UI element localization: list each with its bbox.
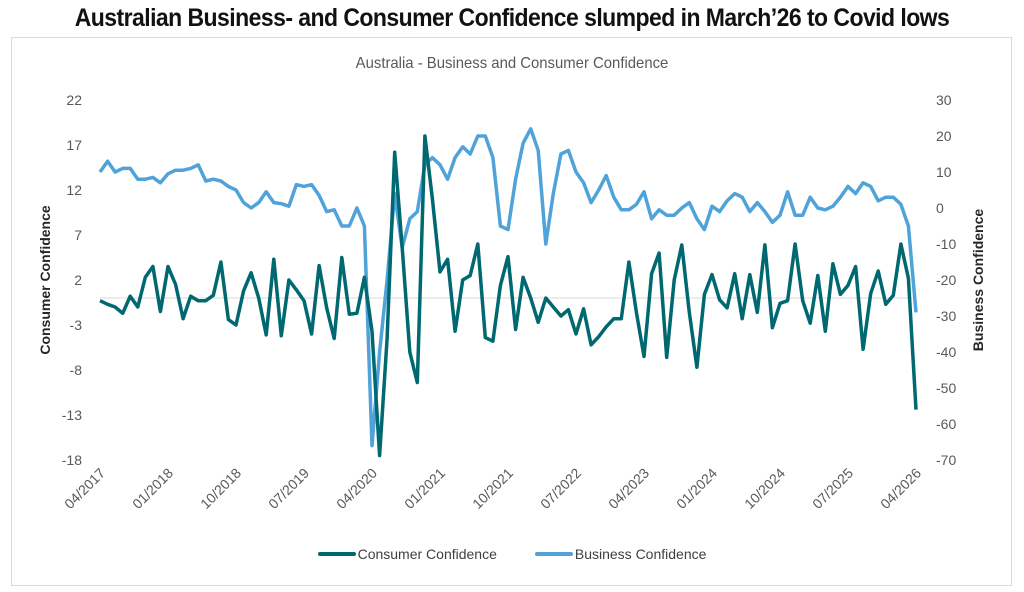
legend-item-business: Business Confidence bbox=[534, 546, 707, 562]
x-axis-tick-label: 01/2021 bbox=[401, 465, 448, 512]
right-axis-tick-label: 0 bbox=[936, 200, 944, 216]
right-axis-tick-label: -60 bbox=[936, 416, 956, 432]
left-axis-tick-label: 22 bbox=[66, 92, 82, 108]
left-axis-tick-label: 7 bbox=[74, 227, 82, 243]
headline: Australian Business- and Consumer Confid… bbox=[74, 4, 950, 32]
left-axis-tick-label: -18 bbox=[62, 452, 82, 468]
series-line-consumer-confidence bbox=[99, 134, 918, 458]
left-axis-tick-label: -8 bbox=[70, 362, 83, 378]
legend-swatch-consumer bbox=[317, 552, 356, 556]
x-axis-tick-label: 04/2023 bbox=[605, 465, 652, 512]
x-axis-tick-label: 07/2025 bbox=[809, 465, 856, 512]
right-axis-tick-label: 20 bbox=[936, 128, 952, 144]
x-axis-tick-label: 10/2024 bbox=[741, 465, 788, 512]
left-axis-tick-label: -3 bbox=[70, 317, 83, 333]
right-axis-ticks: 30 20 10 0 -10 -20 -30 -40 -50 -60 -70 bbox=[936, 92, 956, 468]
right-axis-tick-label: -20 bbox=[936, 272, 956, 288]
legend: Consumer Confidence Business Confidence bbox=[0, 546, 1024, 562]
legend-item-consumer: Consumer Confidence bbox=[317, 546, 497, 562]
x-axis-tick-label: 07/2022 bbox=[537, 465, 584, 512]
chart-title: Australia - Business and Consumer Confid… bbox=[355, 55, 669, 72]
legend-label-business: Business Confidence bbox=[574, 546, 707, 562]
legend-swatch-business bbox=[534, 552, 573, 556]
right-axis-tick-label: -70 bbox=[936, 452, 956, 468]
right-axis-tick-label: 30 bbox=[936, 92, 952, 108]
legend-label-consumer: Consumer Confidence bbox=[357, 546, 497, 562]
x-axis-tick-label: 04/2017 bbox=[61, 465, 108, 512]
x-axis-tick-label: 04/2020 bbox=[333, 465, 380, 512]
x-axis-ticks: 04/2017 01/2018 10/2018 07/2019 04/2020 01/20… bbox=[61, 465, 924, 512]
left-axis-ticks: 22 17 12 7 2 -3 -8 -13 -18 bbox=[62, 92, 82, 468]
x-axis-tick-label: 01/2018 bbox=[129, 465, 176, 512]
left-axis-title: Consumer Confidence bbox=[37, 205, 53, 355]
right-axis-tick-label: 10 bbox=[936, 164, 952, 180]
chart-frame bbox=[11, 37, 1012, 586]
left-axis-tick-label: 2 bbox=[74, 272, 82, 288]
right-axis-tick-label: -40 bbox=[936, 344, 956, 360]
left-axis-tick-label: 17 bbox=[66, 137, 82, 153]
x-axis-tick-label: 07/2019 bbox=[265, 465, 312, 512]
x-axis-tick-label: 04/2026 bbox=[877, 465, 924, 512]
series-line-business-confidence bbox=[98, 127, 918, 448]
right-axis-tick-label: -50 bbox=[936, 380, 956, 396]
right-axis-title: Business Confidence bbox=[970, 209, 986, 352]
left-axis-tick-label: 12 bbox=[66, 182, 82, 198]
left-axis-tick-label: -13 bbox=[62, 407, 82, 423]
x-axis-tick-label: 10/2018 bbox=[197, 465, 244, 512]
x-axis-tick-label: 01/2024 bbox=[673, 465, 720, 512]
right-axis-tick-label: -30 bbox=[936, 308, 956, 324]
x-axis-tick-label: 10/2021 bbox=[469, 465, 516, 512]
right-axis-tick-label: -10 bbox=[936, 236, 956, 252]
